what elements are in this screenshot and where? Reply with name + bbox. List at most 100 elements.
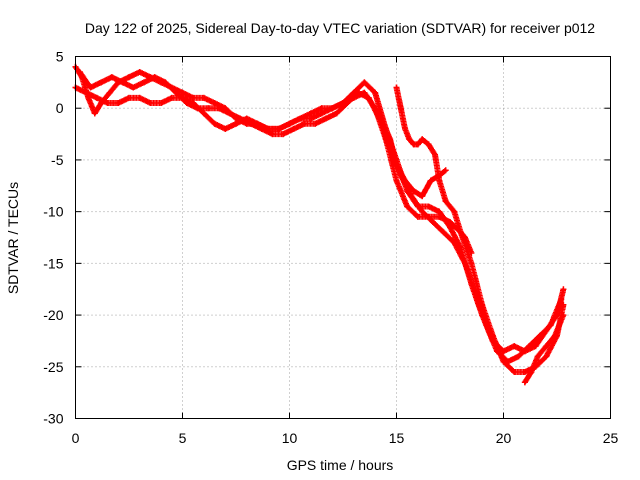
data-point <box>528 368 535 375</box>
data-point <box>312 120 319 127</box>
y-tick-label: -20 <box>43 307 63 323</box>
data-point <box>136 94 143 101</box>
data-point <box>307 115 314 122</box>
data-point <box>560 286 567 293</box>
data-point <box>468 260 475 267</box>
data-point <box>472 291 479 298</box>
series-track-3 <box>76 69 565 365</box>
plot-frame <box>75 56 611 419</box>
data-point <box>534 353 541 360</box>
data-point <box>365 94 372 101</box>
data-point <box>461 260 468 267</box>
data-point <box>307 110 314 117</box>
data-point <box>442 167 449 174</box>
y-tick-label: 5 <box>56 49 64 65</box>
data-point <box>91 110 98 117</box>
y-tick-label: -15 <box>43 255 63 271</box>
data-point <box>126 74 132 81</box>
y-tick-label: -30 <box>43 411 63 427</box>
data-point <box>404 203 411 210</box>
data-point <box>425 141 432 148</box>
data-point <box>532 343 539 350</box>
data-point <box>515 353 522 360</box>
data-point <box>378 115 385 122</box>
data-point <box>551 332 558 339</box>
data-point <box>419 193 426 200</box>
series-track-5 <box>393 84 475 257</box>
data-point <box>372 105 379 112</box>
data-point <box>106 89 113 96</box>
data-point <box>140 79 147 86</box>
data-point <box>286 120 293 127</box>
data-point <box>275 125 282 132</box>
data-point <box>93 94 100 101</box>
data-point <box>98 79 105 86</box>
data-point <box>408 193 415 200</box>
x-tick-label: 25 <box>603 430 619 446</box>
x-tick-label: 0 <box>72 430 80 446</box>
data-point <box>247 120 254 127</box>
data-marks <box>72 63 567 386</box>
data-point <box>200 110 207 117</box>
data-point <box>414 213 421 220</box>
x-tick-label: 15 <box>389 430 405 446</box>
data-point <box>119 79 126 86</box>
data-point <box>526 343 533 350</box>
series-track-6 <box>521 312 567 386</box>
x-tick-label: 20 <box>496 430 512 446</box>
data-point <box>344 100 351 107</box>
data-point <box>179 89 186 96</box>
data-point <box>87 84 94 91</box>
data-point <box>410 187 417 194</box>
data-point <box>521 379 528 386</box>
data-point <box>543 343 550 350</box>
data-point <box>211 120 218 127</box>
data-point <box>269 131 276 138</box>
data-point <box>130 84 137 91</box>
series-track <box>393 84 474 255</box>
y-tick-label: -5 <box>51 152 64 168</box>
data-point <box>547 322 554 329</box>
x-tick-label: 5 <box>179 430 187 446</box>
data-point <box>558 296 565 303</box>
data-point <box>222 125 229 132</box>
data-point <box>190 94 197 101</box>
data-point <box>258 125 265 132</box>
series-track <box>72 63 567 375</box>
data-point <box>429 218 436 225</box>
data-point <box>397 105 404 112</box>
data-point <box>440 229 447 236</box>
data-point <box>442 198 449 205</box>
y-tick-label: -10 <box>43 204 63 220</box>
data-point <box>393 177 400 184</box>
data-point <box>387 136 394 143</box>
data-point <box>205 105 212 112</box>
x-tick-label: 10 <box>282 430 298 446</box>
data-point <box>301 120 308 127</box>
data-point <box>436 177 443 184</box>
y-tick-label: -25 <box>43 359 63 375</box>
data-point <box>521 368 528 375</box>
data-point <box>406 136 413 143</box>
data-point <box>419 208 426 215</box>
data-point <box>318 110 325 117</box>
y-axis-label: SDTVAR / TECUs <box>5 182 21 294</box>
data-point <box>419 136 426 143</box>
data-point <box>504 358 511 365</box>
data-point <box>402 125 409 132</box>
data-point <box>436 208 443 215</box>
chart-title: Day 122 of 2025, Sidereal Day-to-day VTE… <box>85 20 595 36</box>
data-point <box>457 229 464 236</box>
data-point <box>104 100 111 107</box>
data-point <box>280 131 287 138</box>
data-point <box>151 74 158 81</box>
data-point <box>226 110 233 117</box>
data-point <box>318 105 325 112</box>
data-point <box>361 79 368 86</box>
y-tick-label: 0 <box>56 100 64 116</box>
series-track-1 <box>72 63 567 375</box>
data-point <box>393 162 400 169</box>
data-point <box>297 115 304 122</box>
data-point <box>333 110 340 117</box>
